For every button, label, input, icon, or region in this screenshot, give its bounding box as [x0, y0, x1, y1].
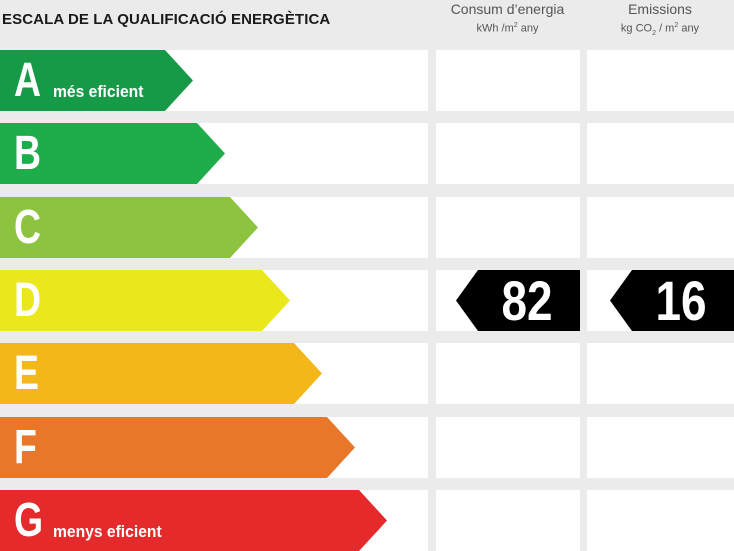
rating-description: menys eficient: [53, 522, 162, 541]
emissions-cell: [587, 343, 734, 404]
rating-description: més eficient: [53, 82, 144, 101]
consumption-title: Consum d’energia: [450, 1, 565, 17]
consumption-indicator-value: 82: [501, 269, 553, 332]
rating-arrow-shape: [0, 123, 225, 184]
consumption-column-header: Consum d’energia kWh /m2 any: [435, 0, 580, 37]
rating-arrow-shape: [0, 490, 387, 551]
consumption-cell: [436, 50, 580, 111]
rating-letter: F: [14, 421, 37, 474]
rating-arrow-shape: [0, 417, 355, 478]
emissions-cell: [587, 490, 734, 551]
rating-arrow-shape: [0, 343, 322, 404]
rating-arrow-shape: [0, 197, 258, 258]
emissions-cell: [587, 123, 734, 184]
consumption-cell: [436, 123, 580, 184]
consumption-unit: kWh /m2 any: [476, 22, 539, 35]
emissions-title: Emissions: [628, 1, 692, 17]
rating-letter: D: [14, 274, 42, 327]
rating-letter: A: [14, 54, 42, 107]
rating-arrow-f: F: [0, 417, 355, 478]
emissions-cell: [587, 197, 734, 258]
consumption-cell: [436, 343, 580, 404]
consumption-cell: [436, 490, 580, 551]
emissions-unit: kg CO2 / m2 any: [620, 22, 700, 37]
rating-arrow-shape: [0, 270, 290, 331]
emissions-cell: [587, 417, 734, 478]
rating-letter: C: [14, 201, 42, 254]
rating-arrow-shape: [0, 50, 193, 111]
rating-letter: E: [14, 347, 39, 400]
consumption-cell: [436, 417, 580, 478]
rating-letter: G: [14, 494, 44, 547]
page-title: ESCALA DE LA QUALIFICACIÓ ENERGÈTICA: [2, 11, 331, 28]
rating-letter: B: [14, 127, 42, 180]
rating-arrow-c: C: [0, 197, 258, 258]
consumption-indicator: 82: [456, 270, 580, 331]
emissions-column-header: Emissions kg CO2 / m2 any: [586, 0, 734, 42]
rating-arrow-b: B: [0, 123, 225, 184]
emissions-cell: [587, 50, 734, 111]
emissions-indicator: 16: [610, 270, 734, 331]
rating-arrow-e: E: [0, 343, 322, 404]
rating-arrow-d: D: [0, 270, 290, 331]
consumption-cell: [436, 197, 580, 258]
emissions-indicator-value: 16: [655, 269, 707, 332]
